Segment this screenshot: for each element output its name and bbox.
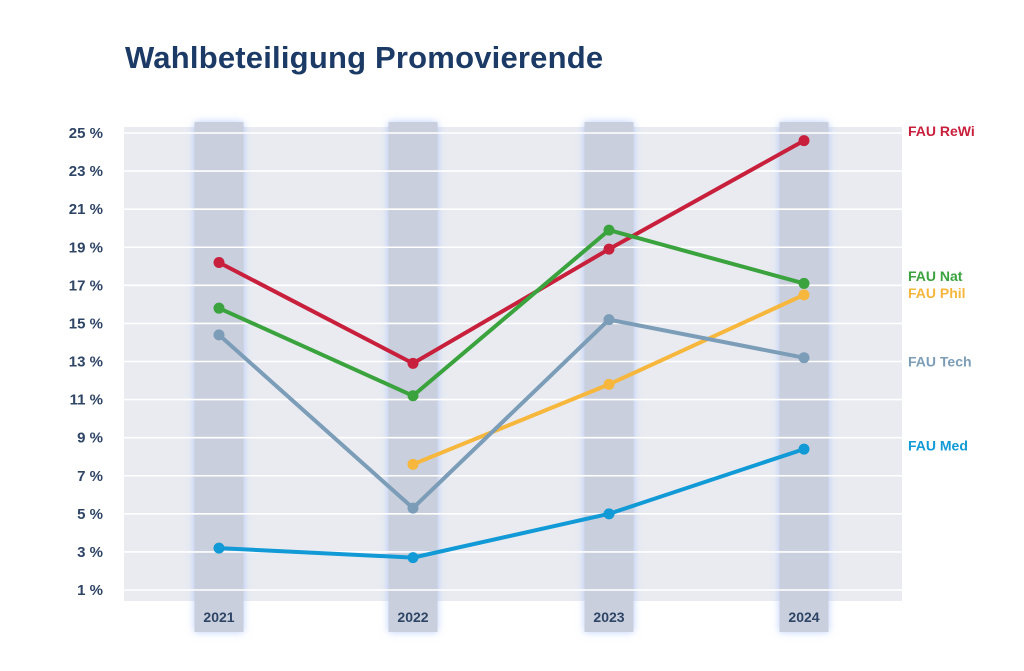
- data-point-fau-phil-2024: [798, 289, 810, 301]
- x-axis-ticks: 2021 2022 2023 2024: [203, 609, 819, 625]
- y-tick-label: 23 %: [69, 163, 103, 180]
- series-line-fau-nat: [217, 228, 806, 398]
- data-point-fau-nat-2024: [798, 277, 810, 289]
- data-point-fau-rewi-2022: [407, 357, 419, 369]
- year-column-2024: [779, 122, 829, 632]
- data-point-fau-nat-2023: [603, 224, 615, 236]
- year-column-2022: [388, 122, 438, 632]
- chart-title: Wahlbeteiligung Promovierende: [125, 40, 604, 75]
- data-point-fau-med-2022: [407, 552, 419, 564]
- gridlines: [124, 132, 902, 591]
- data-point-fau-phil-2022: [407, 458, 419, 470]
- data-point-fau-tech-2024: [798, 352, 810, 364]
- data-point-fau-rewi-2024: [798, 135, 810, 147]
- y-axis-ticks: 1 % 3 % 5 % 7 % 9 % 11 % 13 % 15 % 17 % 19 % 21 % 2…: [69, 125, 103, 599]
- data-point-fau-tech-2021: [213, 329, 225, 341]
- x-tick-label-2021: 2021: [203, 609, 234, 625]
- series-points: [213, 135, 810, 564]
- x-tick-label-2023: 2023: [593, 609, 624, 625]
- legend-label-fau-rewi: FAU ReWi: [908, 123, 975, 139]
- legend-label-fau-phil: FAU Phil: [908, 285, 966, 301]
- series-line-fau-med: [217, 447, 806, 560]
- data-point-fau-tech-2023: [603, 314, 615, 326]
- data-point-fau-tech-2022: [407, 502, 419, 514]
- data-point-fau-nat-2021: [213, 302, 225, 314]
- data-point-fau-med-2024: [798, 443, 810, 455]
- y-tick-label: 15 %: [69, 315, 103, 332]
- y-tick-label: 5 %: [77, 506, 103, 523]
- y-tick-label: 3 %: [77, 544, 103, 561]
- year-columns: [194, 122, 829, 632]
- data-point-fau-rewi-2023: [603, 243, 615, 255]
- legend-label-fau-med: FAU Med: [908, 437, 968, 453]
- y-tick-label: 17 %: [69, 277, 103, 294]
- y-tick-label: 19 %: [69, 239, 103, 256]
- legend-label-fau-tech: FAU Tech: [908, 354, 972, 370]
- series-line-fau-tech: [217, 317, 806, 511]
- data-point-fau-nat-2022: [407, 390, 419, 402]
- series-line-fau-rewi: [217, 138, 806, 366]
- y-tick-label: 11 %: [70, 392, 103, 409]
- data-point-fau-rewi-2021: [213, 256, 225, 268]
- y-tick-label: 13 %: [69, 354, 103, 371]
- x-tick-label-2024: 2024: [788, 609, 819, 625]
- data-point-fau-phil-2023: [603, 378, 615, 390]
- y-tick-label: 9 %: [77, 430, 103, 447]
- legend-label-fau-nat: FAU Nat: [908, 268, 963, 284]
- y-tick-label: 1 %: [77, 582, 103, 599]
- data-point-fau-med-2023: [603, 508, 615, 520]
- year-column-2021: [194, 122, 244, 632]
- y-tick-label: 25 %: [69, 125, 103, 142]
- y-tick-label: 7 %: [77, 468, 103, 485]
- data-point-fau-med-2021: [213, 542, 225, 554]
- x-tick-label-2022: 2022: [397, 609, 428, 625]
- y-tick-label: 21 %: [69, 201, 103, 218]
